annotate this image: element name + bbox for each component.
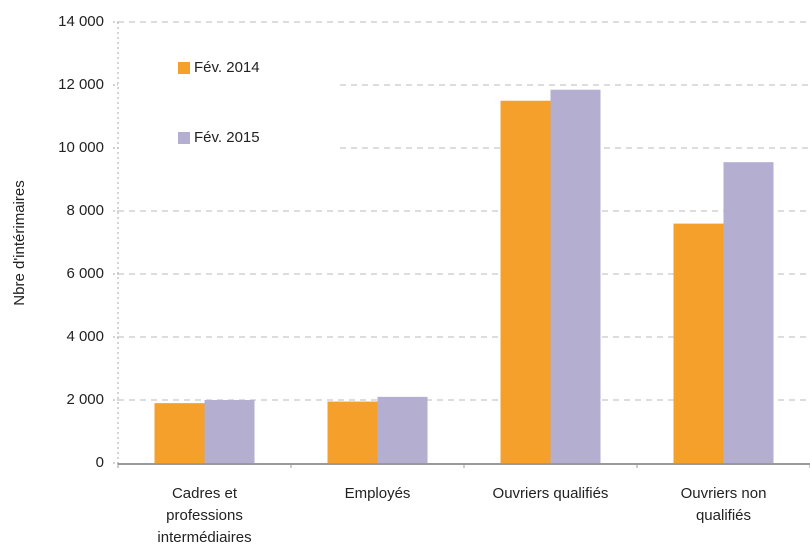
y-tick-label: 4 000 bbox=[66, 328, 104, 345]
bar bbox=[500, 100, 551, 463]
bar bbox=[673, 223, 724, 463]
x-tick-label: Ouvriers non qualifiés bbox=[680, 485, 767, 524]
x-tick-label: Employés bbox=[344, 485, 411, 502]
legend-label: Fév. 2014 bbox=[194, 59, 260, 76]
y-tick-label: 2 000 bbox=[66, 391, 104, 408]
x-tick-label: Cadres et professions intermédiaires bbox=[157, 485, 252, 546]
y-tick-label: 14 000 bbox=[58, 13, 104, 30]
y-tick-label: 8 000 bbox=[66, 202, 104, 219]
legend-swatch bbox=[178, 132, 190, 144]
bar bbox=[377, 396, 428, 463]
y-tick-label: 10 000 bbox=[58, 139, 104, 156]
bar bbox=[723, 162, 774, 464]
legend-label: Fév. 2015 bbox=[194, 129, 260, 146]
x-tick-label: Ouvriers qualifiés bbox=[492, 485, 609, 502]
bar bbox=[550, 89, 601, 463]
y-tick-label: 12 000 bbox=[58, 76, 104, 93]
bar bbox=[154, 403, 205, 463]
bar bbox=[204, 400, 255, 463]
bar bbox=[327, 401, 378, 463]
legend-swatch bbox=[178, 62, 190, 74]
y-axis-label: Nbre d'intérimaires bbox=[11, 180, 28, 305]
y-tick-label: 0 bbox=[96, 454, 104, 471]
y-tick-label: 6 000 bbox=[66, 265, 104, 282]
